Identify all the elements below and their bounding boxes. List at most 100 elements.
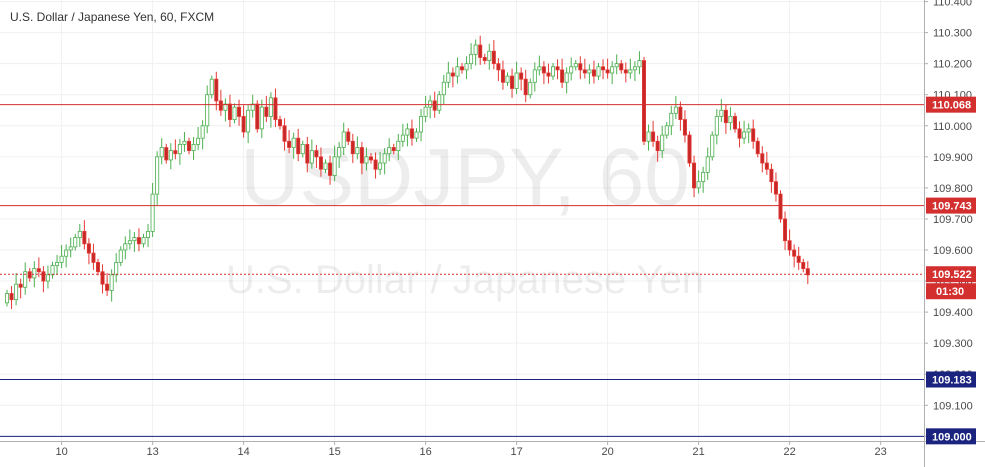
countdown-label: 01:30 — [936, 286, 964, 298]
candle-body — [168, 150, 173, 161]
candle-body — [742, 131, 747, 139]
candle — [646, 124, 651, 151]
candle — [491, 40, 496, 70]
x-tick-label: 16 — [419, 446, 431, 458]
candle — [505, 72, 510, 87]
candle-body — [32, 268, 37, 279]
candle — [378, 151, 383, 175]
candle — [582, 58, 587, 79]
candle — [259, 99, 264, 139]
candle — [510, 68, 515, 98]
candle-body — [696, 181, 701, 189]
x-tick-label: 14 — [237, 446, 249, 458]
candle-body — [132, 237, 137, 242]
candle — [132, 231, 137, 252]
candle — [268, 92, 273, 128]
candle — [596, 63, 601, 80]
candle — [405, 123, 410, 147]
candle-body — [705, 156, 710, 173]
candle — [628, 58, 633, 79]
candle-body — [628, 69, 633, 74]
candle — [478, 35, 483, 65]
candle — [127, 229, 132, 250]
price-tag: 109.183 — [926, 371, 976, 388]
candle-body — [428, 100, 433, 108]
candle-body — [496, 63, 501, 71]
candle — [350, 133, 355, 164]
candle — [173, 139, 178, 160]
candle — [601, 59, 606, 80]
x-tick-label: 15 — [328, 446, 340, 458]
candle — [414, 128, 419, 142]
candle-body — [587, 69, 592, 74]
candle-body — [710, 134, 715, 158]
candle-body — [532, 69, 537, 83]
price-tag-label: 109.000 — [932, 431, 972, 443]
candle-body — [505, 75, 510, 83]
countdown-bg — [926, 283, 976, 300]
candle — [27, 268, 32, 282]
candle — [637, 51, 642, 75]
candle-body — [282, 125, 287, 142]
candle — [733, 112, 738, 133]
candle-body — [373, 159, 378, 170]
candle — [50, 261, 55, 279]
candle — [632, 61, 637, 82]
candle — [91, 243, 96, 270]
candle-body — [773, 181, 778, 195]
candle — [300, 140, 305, 158]
candle-body — [196, 137, 201, 145]
candle-body — [114, 262, 119, 276]
candle-body — [678, 106, 683, 120]
candle — [77, 223, 82, 247]
candle-body — [182, 140, 187, 145]
candle — [196, 127, 201, 151]
candle — [514, 61, 519, 95]
candle-body — [464, 63, 469, 71]
price-tag-label: 109.183 — [932, 375, 972, 387]
candle-body — [441, 81, 446, 96]
candle — [487, 43, 492, 70]
candle — [59, 245, 64, 269]
candle-body — [733, 116, 738, 130]
candle-body — [209, 78, 214, 96]
candle-body — [514, 72, 519, 89]
chart-title: U.S. Dollar / Japanese Yen, 60, FXCM — [10, 10, 214, 24]
candle — [801, 258, 806, 273]
candle-body — [669, 112, 674, 127]
candle-body — [259, 106, 264, 130]
x-tick-label: 20 — [601, 446, 613, 458]
candle-body — [409, 128, 414, 139]
candle — [341, 122, 346, 155]
candle — [605, 58, 610, 79]
candle — [314, 145, 319, 169]
candle — [796, 246, 801, 270]
candle-body — [673, 106, 678, 114]
candle-body — [100, 271, 105, 285]
candle-body — [223, 103, 228, 111]
candle-body — [805, 268, 810, 276]
candle-body — [77, 230, 82, 238]
candle — [200, 120, 205, 150]
y-tick-label: 109.400 — [933, 307, 973, 319]
candle — [186, 137, 191, 155]
candle — [546, 63, 551, 84]
candle — [291, 132, 296, 159]
watermark-name: U.S. Dollar / Japanese Yen — [226, 258, 704, 302]
y-tick-label: 109.700 — [933, 214, 973, 226]
candle-body — [241, 116, 246, 133]
time-axis[interactable]: 10 13 14 15 16 17 20 21 22 23 — [55, 441, 887, 458]
candle-body — [437, 94, 442, 111]
candle — [541, 61, 546, 85]
candle-body — [164, 147, 169, 161]
x-tick-label: 21 — [692, 446, 704, 458]
candle-body — [64, 249, 69, 257]
candle-body — [186, 140, 191, 152]
candle — [150, 182, 155, 237]
candle — [778, 190, 783, 223]
candle-body — [405, 128, 410, 136]
candle-body — [655, 140, 660, 152]
candle-body — [127, 240, 132, 245]
x-tick-label: 10 — [55, 446, 67, 458]
